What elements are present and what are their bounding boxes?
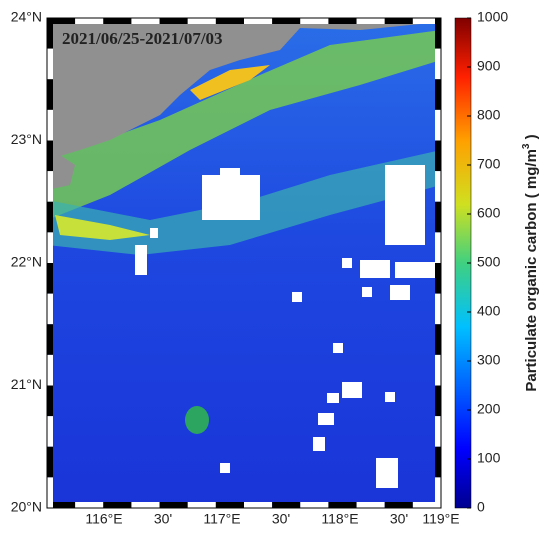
colorbar-tick-label: 700 [477,156,501,172]
frame-segment [435,140,441,172]
frame-segment [103,18,132,24]
frame-segment [272,18,301,24]
colorbar-tick-label: 800 [477,107,501,123]
map-title: 2021/06/25-2021/07/03 [62,29,223,48]
frame-segment [75,18,104,24]
frame-segment [435,79,441,110]
frame-segment [412,502,441,508]
colorbar-label: Particulate organic carbon ( mg/m3 ) [521,134,540,391]
map-frame [47,18,441,508]
frame-segment [47,416,53,447]
colorbar-tick-label: 400 [477,303,501,319]
frame-segment [187,502,216,508]
frame-segment [75,502,104,508]
frame-segment [435,354,441,386]
frame-segment [435,232,441,263]
frame-segment [272,502,301,508]
lon-label: 119°E [422,511,459,527]
lon-label: 116°E [85,511,122,527]
frame-segment [435,201,441,233]
frame-segment [159,18,188,24]
lat-label: 21°N [11,376,42,392]
colorbar-tick-label: 900 [477,58,501,74]
frame-segment [384,502,413,508]
frame-segment [47,502,76,508]
colorbar-tick-label: 0 [477,499,485,515]
colorbar-tick-label: 1000 [477,9,508,25]
frame-segment [187,18,216,24]
frame-segment [244,18,273,24]
frame-segment [131,502,160,508]
colorbar-label-main: Particulate organic carbon ( mg/m [523,149,540,392]
frame-segment [103,502,132,508]
frame-segment [328,18,357,24]
frame-segment [47,140,53,172]
lat-label: 23°N [11,131,42,147]
colorbar-tick-label: 100 [477,450,501,466]
frame-segment [47,263,53,294]
colorbar-label-end: ) [523,134,540,143]
frame-segment [47,385,53,417]
lon-label: 30' [154,511,172,527]
frame-segment [300,18,329,24]
frame-segment [47,109,53,141]
lon-label: 117°E [203,511,240,527]
frame-segment [384,18,413,24]
frame-segment [47,446,53,478]
frame-segment [244,502,273,508]
lon-label: 30' [272,511,290,527]
colorbar-tick-label: 600 [477,205,501,221]
frame-segment [47,18,53,49]
frame-segment [215,502,244,508]
frame-segment [435,48,441,80]
frame-segment [356,502,385,508]
colorbar-tick-label: 200 [477,401,501,417]
frame-segment [47,79,53,110]
frame-segment [435,416,441,447]
frame-segment [47,18,76,24]
frame-segment [435,293,441,325]
frame-segment [300,502,329,508]
colorbar-label-sup: 3 [521,143,532,149]
frame-segment [435,324,441,355]
colorbar-tick-label: 300 [477,352,501,368]
frame-segment [47,477,53,508]
frame-segment [435,446,441,478]
frame-segment [131,18,160,24]
frame-segment [47,293,53,325]
frame-segment [47,232,53,263]
frame-segment [47,354,53,386]
frame-segment [47,324,53,355]
lat-label: 20°N [11,499,42,515]
lon-label: 30' [390,511,408,527]
map-area [47,18,441,508]
frame-segment [47,171,53,202]
frame-segment [328,502,357,508]
frame-segment [435,477,441,508]
frame-segment [356,18,385,24]
frame-segment [435,385,441,417]
colorbar-tick-label: 500 [477,254,501,270]
frame-segment [47,48,53,80]
lon-label: 118°E [321,511,358,527]
frame-segment [435,18,441,49]
frame-segment [215,18,244,24]
frame-segment [412,18,441,24]
lat-label: 22°N [11,254,42,270]
frame-segment [435,263,441,294]
frame-segment [435,109,441,141]
frame-segment [47,201,53,233]
frame-segment [159,502,188,508]
lat-label: 24°N [11,9,42,25]
frame-segment [435,171,441,202]
